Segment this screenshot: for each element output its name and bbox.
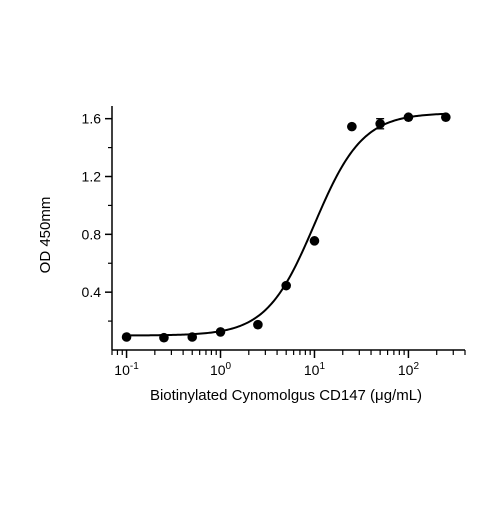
data-point xyxy=(441,112,451,123)
data-point xyxy=(215,327,226,337)
ticks: 0.4 0.8 1.2 1.6 10-1 100 101 102 xyxy=(82,111,466,378)
x-tick-label: 101 xyxy=(304,361,326,378)
x-axis-label: Biotinylated Cynomolgus CD147 (μg/mL) xyxy=(150,387,422,404)
y-tick-label: 0.8 xyxy=(82,226,102,242)
x-tick-label: 100 xyxy=(210,361,232,378)
y-axis-label: OD 450mm xyxy=(37,197,54,274)
y-tick-label: 0.4 xyxy=(82,284,102,300)
data-point xyxy=(159,332,169,343)
data-point xyxy=(187,332,198,342)
data-point xyxy=(309,236,320,246)
fit-curve-group xyxy=(126,112,446,337)
data-point xyxy=(347,121,357,132)
data-point xyxy=(403,112,414,123)
data-point xyxy=(121,332,132,342)
x-tick-label: 10-1 xyxy=(114,361,139,378)
data-points xyxy=(121,112,451,343)
y-tick-label: 1.2 xyxy=(82,169,102,185)
y-tick-label: 1.6 xyxy=(82,111,102,127)
data-point xyxy=(281,280,291,291)
data-point xyxy=(253,319,263,330)
x-tick-label: 102 xyxy=(398,361,420,378)
axes xyxy=(111,106,465,351)
fit-curve xyxy=(126,112,446,337)
data-point xyxy=(375,118,385,129)
